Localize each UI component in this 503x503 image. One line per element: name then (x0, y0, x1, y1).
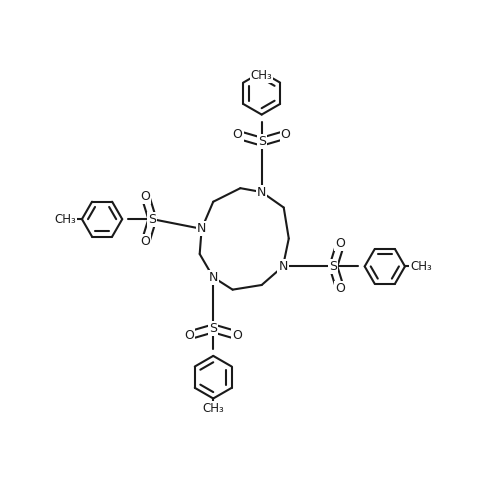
Text: N: N (257, 186, 267, 199)
Text: N: N (278, 260, 288, 273)
Text: O: O (232, 329, 242, 342)
Text: O: O (281, 128, 291, 141)
Text: CH₃: CH₃ (251, 69, 273, 82)
Text: O: O (184, 329, 194, 342)
Text: S: S (209, 322, 217, 335)
Text: CH₃: CH₃ (55, 213, 76, 226)
Text: S: S (258, 135, 266, 148)
Text: O: O (140, 235, 150, 248)
Text: O: O (233, 128, 242, 141)
Text: CH₃: CH₃ (410, 260, 432, 273)
Text: S: S (148, 213, 156, 226)
Text: O: O (336, 282, 345, 295)
Text: CH₃: CH₃ (202, 402, 224, 415)
Text: N: N (197, 222, 206, 235)
Text: N: N (209, 271, 218, 284)
Text: S: S (329, 260, 338, 273)
Text: O: O (336, 237, 345, 250)
Text: O: O (140, 190, 150, 203)
